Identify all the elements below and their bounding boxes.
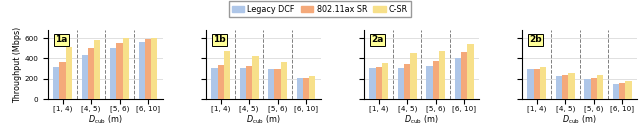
Bar [275,69,281,99]
Bar [382,63,388,99]
Bar [53,67,60,99]
Bar [619,84,625,99]
Text: 1b: 1b [213,35,225,44]
X-axis label: $D_{\mathrm{cub}}$ (m): $D_{\mathrm{cub}}$ (m) [563,114,596,126]
Bar [211,68,218,99]
Bar [376,67,382,99]
Bar [110,49,116,99]
Bar [281,62,287,99]
Bar [398,68,404,99]
Bar [568,73,575,99]
Text: 2a: 2a [371,35,383,44]
Bar [461,52,467,99]
Bar [591,78,597,99]
Bar [116,43,123,99]
Y-axis label: Throughput (Mbps): Throughput (Mbps) [13,27,22,103]
Legend: Legacy DCF, 802.11ax SR, C-SR: Legacy DCF, 802.11ax SR, C-SR [229,1,411,17]
Bar [404,64,410,99]
Text: 1a: 1a [55,35,67,44]
Bar [467,44,474,99]
Text: 2b: 2b [529,35,541,44]
Bar [455,58,461,99]
Bar [123,38,129,99]
Bar [534,69,540,99]
Bar [218,65,224,99]
Bar [60,62,66,99]
Bar [145,39,151,99]
Bar [252,56,259,99]
Bar [433,61,439,99]
Bar [224,51,230,99]
Bar [540,67,546,99]
Bar [562,75,568,99]
Bar [439,51,445,99]
Bar [410,53,417,99]
Bar [625,81,632,99]
Bar [584,79,591,99]
Bar [66,47,72,99]
Bar [94,40,100,99]
X-axis label: $D_{\mathrm{cub}}$ (m): $D_{\mathrm{cub}}$ (m) [246,114,280,126]
Bar [151,38,157,99]
X-axis label: $D_{\mathrm{cub}}$ (m): $D_{\mathrm{cub}}$ (m) [404,114,438,126]
Bar [268,69,275,99]
Bar [139,42,145,99]
Bar [88,49,94,99]
Bar [556,76,562,99]
Bar [240,68,246,99]
Bar [613,84,619,99]
Bar [246,66,252,99]
Bar [527,69,534,99]
Bar [597,75,603,99]
Bar [303,78,309,99]
Bar [297,78,303,99]
Bar [309,76,316,99]
Bar [82,55,88,99]
Bar [426,66,433,99]
X-axis label: $D_{\mathrm{cub}}$ (m): $D_{\mathrm{cub}}$ (m) [88,114,122,126]
Bar [369,68,376,99]
